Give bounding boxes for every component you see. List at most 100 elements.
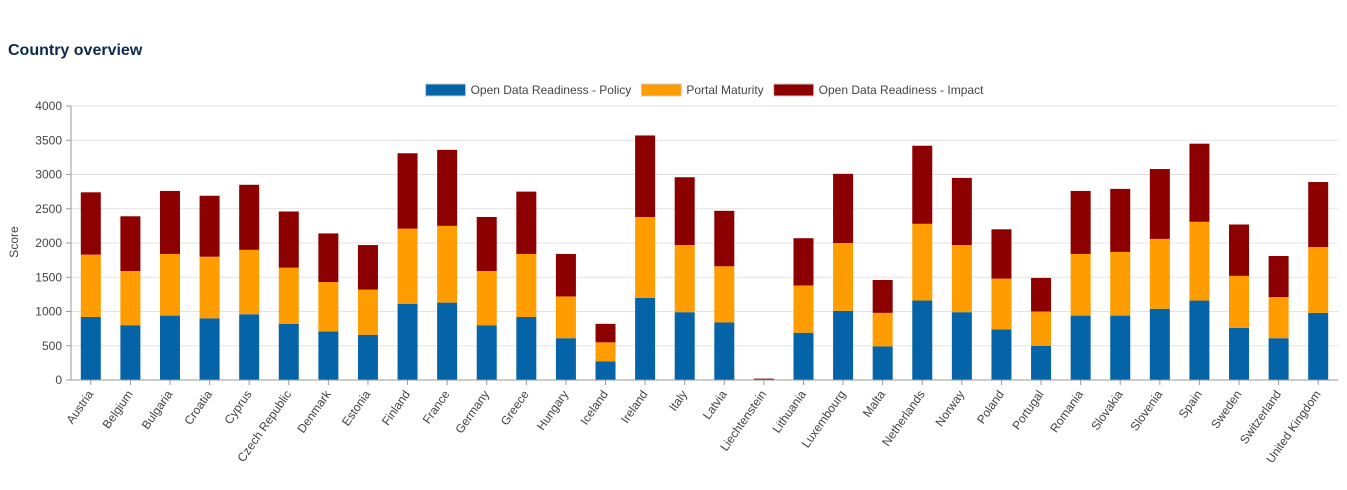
legend-item[interactable]: Open Data Readiness - Impact — [773, 83, 984, 97]
bar-segment[interactable] — [872, 346, 893, 380]
bar-segment[interactable] — [1189, 221, 1210, 301]
chart-legend[interactable]: Open Data Readiness - Policy Portal Matur… — [425, 83, 985, 97]
bar-segment[interactable] — [833, 243, 854, 311]
bar-segment[interactable] — [1070, 253, 1091, 316]
bar-segment[interactable] — [1229, 327, 1250, 380]
bar-segment[interactable] — [1268, 297, 1289, 339]
bar-segment[interactable] — [872, 312, 893, 347]
bar-segment[interactable] — [357, 334, 378, 380]
bar-segment[interactable] — [1031, 311, 1052, 346]
legend-item[interactable]: Portal Maturity — [640, 83, 764, 97]
bar-segment[interactable] — [991, 278, 1012, 330]
bar-segment[interactable] — [714, 322, 735, 380]
bar-segment[interactable] — [1149, 169, 1170, 239]
bar-segment[interactable] — [912, 300, 933, 380]
bar-segment[interactable] — [1031, 277, 1052, 312]
bar-segment[interactable] — [1308, 182, 1329, 248]
bar-segment[interactable] — [555, 296, 576, 339]
bar-segment[interactable] — [357, 289, 378, 335]
bar-segment[interactable] — [437, 225, 458, 303]
bar-segment[interactable] — [159, 253, 180, 316]
bar-segment[interactable] — [516, 191, 537, 254]
bar-segment[interactable] — [476, 325, 497, 380]
bar-segment[interactable] — [516, 253, 537, 317]
bar-segment[interactable] — [1070, 190, 1091, 254]
bar-segment[interactable] — [1110, 251, 1131, 316]
bar-segment[interactable] — [674, 245, 695, 313]
bar-segment[interactable] — [397, 303, 418, 380]
bar-segment[interactable] — [239, 184, 260, 250]
bar-segment[interactable] — [239, 314, 260, 380]
bar-segment[interactable] — [318, 233, 339, 283]
bar-segment[interactable] — [1268, 338, 1289, 380]
bar-segment[interactable] — [1110, 188, 1131, 252]
x-tick-label: Croatia — [181, 387, 215, 427]
bar-segment[interactable] — [80, 254, 101, 317]
bar-segment[interactable] — [833, 310, 854, 380]
bar-segment[interactable] — [516, 316, 537, 380]
bar-segment[interactable] — [1308, 312, 1329, 380]
bar-segment[interactable] — [555, 253, 576, 297]
bar-segment[interactable] — [714, 266, 735, 323]
bar-segment[interactable] — [555, 338, 576, 380]
bar-segment[interactable] — [1308, 247, 1329, 313]
bar-segment[interactable] — [278, 211, 299, 268]
bar-segment[interactable] — [80, 192, 101, 255]
bar-segment[interactable] — [912, 223, 933, 301]
bar-segment[interactable] — [991, 329, 1012, 380]
bar-segment[interactable] — [397, 228, 418, 304]
bar-segment[interactable] — [793, 238, 814, 286]
bar-segment[interactable] — [159, 190, 180, 254]
bar-segment[interactable] — [1070, 315, 1091, 380]
bar-segment[interactable] — [1189, 143, 1210, 222]
bar-segment[interactable] — [239, 249, 260, 315]
bar-segment[interactable] — [397, 153, 418, 229]
bar-segment[interactable] — [199, 256, 220, 319]
bar-segment[interactable] — [635, 216, 656, 298]
bar-segment[interactable] — [437, 302, 458, 380]
bar-segment[interactable] — [635, 135, 656, 217]
bar-segment[interactable] — [1031, 345, 1052, 380]
bar-segment[interactable] — [120, 325, 141, 380]
bar-segment[interactable] — [595, 361, 616, 380]
bar-segment[interactable] — [120, 216, 141, 272]
bar-segment[interactable] — [951, 245, 972, 313]
bar-segment[interactable] — [476, 271, 497, 326]
bar-segment[interactable] — [793, 332, 814, 380]
bar-segment[interactable] — [1229, 224, 1250, 276]
bar-segment[interactable] — [1110, 315, 1131, 380]
bar-segment[interactable] — [991, 229, 1012, 279]
bar-segment[interactable] — [318, 331, 339, 380]
bar-segment[interactable] — [833, 173, 854, 243]
bar-segment[interactable] — [951, 312, 972, 380]
bar-segment[interactable] — [872, 279, 893, 313]
bar-segment[interactable] — [674, 312, 695, 380]
bar-segment[interactable] — [635, 297, 656, 380]
bar-segment[interactable] — [437, 149, 458, 226]
bar-segment[interactable] — [1189, 300, 1210, 380]
bar-segment[interactable] — [476, 216, 497, 272]
bar-segment[interactable] — [278, 267, 299, 324]
bar-segment[interactable] — [753, 378, 774, 380]
bar-segment[interactable] — [1268, 256, 1289, 298]
bar-segment[interactable] — [1229, 275, 1250, 328]
bar-segment[interactable] — [357, 245, 378, 290]
bar-segment[interactable] — [1149, 308, 1170, 380]
bar-segment[interactable] — [951, 177, 972, 246]
bar-segment[interactable] — [159, 315, 180, 380]
bar-segment[interactable] — [278, 323, 299, 380]
bar-segment[interactable] — [793, 285, 814, 333]
bar-segment[interactable] — [595, 342, 616, 362]
bar-segment[interactable] — [714, 210, 735, 267]
bar-segment[interactable] — [674, 177, 695, 246]
bar-segment[interactable] — [595, 323, 616, 343]
bar-segment[interactable] — [912, 145, 933, 224]
bar-segment[interactable] — [199, 195, 220, 257]
legend-label: Open Data Readiness - Policy — [471, 83, 632, 97]
bar-segment[interactable] — [318, 282, 339, 332]
bar-segment[interactable] — [80, 316, 101, 380]
bar-segment[interactable] — [199, 318, 220, 380]
bar-segment[interactable] — [1149, 238, 1170, 309]
legend-item[interactable]: Open Data Readiness - Policy — [425, 83, 632, 97]
bar-segment[interactable] — [120, 271, 141, 326]
